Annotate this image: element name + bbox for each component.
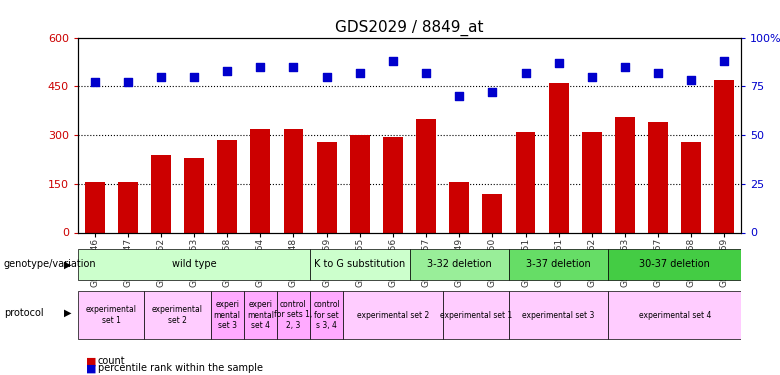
FancyBboxPatch shape <box>410 249 509 280</box>
Point <box>188 74 200 80</box>
Point <box>221 68 233 74</box>
Bar <box>349 135 370 232</box>
Point <box>321 74 333 80</box>
Text: 3-32 deletion: 3-32 deletion <box>427 260 491 269</box>
Text: experimental set 3: experimental set 3 <box>523 310 595 320</box>
FancyBboxPatch shape <box>310 249 410 280</box>
Point <box>254 64 267 70</box>
Text: experimental set 2: experimental set 2 <box>356 310 429 320</box>
Bar <box>151 154 171 232</box>
Point <box>552 60 565 66</box>
Text: control
for set
s 3, 4: control for set s 3, 4 <box>314 300 340 330</box>
FancyBboxPatch shape <box>443 291 509 339</box>
Bar <box>582 132 602 232</box>
Text: wild type: wild type <box>172 260 216 269</box>
FancyBboxPatch shape <box>608 249 741 280</box>
FancyBboxPatch shape <box>608 291 741 339</box>
Point <box>718 58 731 64</box>
Text: count: count <box>98 357 125 366</box>
Title: GDS2029 / 8849_at: GDS2029 / 8849_at <box>335 20 484 36</box>
FancyBboxPatch shape <box>343 291 443 339</box>
FancyBboxPatch shape <box>211 291 243 339</box>
FancyBboxPatch shape <box>509 249 608 280</box>
Bar <box>284 129 303 232</box>
FancyBboxPatch shape <box>277 291 310 339</box>
Bar <box>449 182 469 232</box>
Text: experi
mental
set 3: experi mental set 3 <box>214 300 241 330</box>
Point <box>486 89 498 95</box>
Point <box>619 64 631 70</box>
Point <box>685 77 697 83</box>
FancyBboxPatch shape <box>78 249 310 280</box>
Bar <box>615 117 635 232</box>
Bar <box>184 158 204 232</box>
Bar <box>516 132 535 232</box>
Point <box>420 70 432 76</box>
FancyBboxPatch shape <box>310 291 343 339</box>
Text: control
for sets 1,
2, 3: control for sets 1, 2, 3 <box>275 300 313 330</box>
Text: protocol: protocol <box>4 308 44 318</box>
Bar <box>118 182 137 232</box>
Bar <box>85 182 105 232</box>
Point <box>453 93 466 99</box>
Point <box>287 64 300 70</box>
Point <box>88 80 101 86</box>
Point <box>154 74 167 80</box>
FancyBboxPatch shape <box>509 291 608 339</box>
Text: experi
mental
set 4: experi mental set 4 <box>246 300 274 330</box>
Bar <box>417 119 436 232</box>
Point <box>387 58 399 64</box>
FancyBboxPatch shape <box>243 291 277 339</box>
Point <box>652 70 665 76</box>
Bar <box>682 141 701 232</box>
FancyBboxPatch shape <box>78 291 144 339</box>
Text: experimental
set 2: experimental set 2 <box>152 305 203 325</box>
Bar <box>482 194 502 232</box>
Text: ■: ■ <box>86 357 96 366</box>
Bar <box>383 136 402 232</box>
Text: ▶: ▶ <box>64 308 72 318</box>
Bar <box>317 141 337 232</box>
Text: genotype/variation: genotype/variation <box>4 260 97 269</box>
Text: experimental set 1: experimental set 1 <box>440 310 512 320</box>
Bar <box>217 140 237 232</box>
Text: ■: ■ <box>86 363 96 373</box>
Text: 3-37 deletion: 3-37 deletion <box>526 260 591 269</box>
Text: experimental
set 1: experimental set 1 <box>86 305 136 325</box>
Bar <box>648 122 668 232</box>
Text: 30-37 deletion: 30-37 deletion <box>640 260 710 269</box>
Text: ▶: ▶ <box>64 260 72 269</box>
Bar <box>250 129 270 232</box>
FancyBboxPatch shape <box>144 291 211 339</box>
Bar <box>714 80 735 232</box>
Bar <box>549 83 569 232</box>
Text: K to G substitution: K to G substitution <box>314 260 406 269</box>
Point <box>586 74 598 80</box>
Point <box>122 80 134 86</box>
Point <box>353 70 366 76</box>
Point <box>519 70 532 76</box>
Text: percentile rank within the sample: percentile rank within the sample <box>98 363 263 373</box>
Text: experimental set 4: experimental set 4 <box>639 310 711 320</box>
